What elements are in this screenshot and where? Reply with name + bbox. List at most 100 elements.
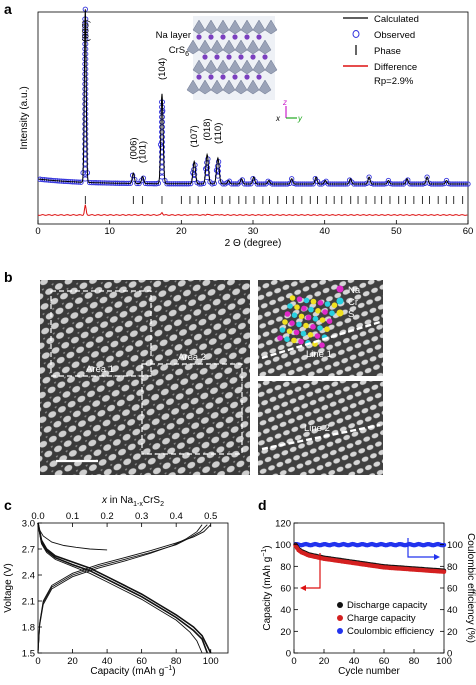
atom-marker bbox=[300, 330, 307, 337]
na-atom bbox=[196, 74, 202, 80]
atom-marker bbox=[314, 333, 321, 339]
cr-octahedron bbox=[258, 39, 272, 55]
observed-point bbox=[82, 41, 89, 47]
peak-label: (110) bbox=[213, 123, 224, 144]
atom-marker bbox=[296, 296, 303, 303]
y2-tick-label: 100 bbox=[447, 540, 463, 551]
observed-point bbox=[140, 175, 147, 181]
atom-marker bbox=[279, 327, 286, 333]
observed-point bbox=[289, 176, 295, 182]
atom-marker bbox=[298, 338, 304, 345]
y-tick-label: 40 bbox=[280, 605, 291, 616]
na-atom bbox=[208, 34, 214, 40]
top-x-tick-label: 0.3 bbox=[135, 511, 148, 522]
s-legend-dot bbox=[336, 309, 344, 317]
atom-marker bbox=[277, 335, 283, 341]
x-tick-label: 40 bbox=[349, 656, 360, 667]
z-axis-label: z bbox=[282, 98, 287, 107]
y-axis-label: y bbox=[297, 114, 303, 123]
x-tick-label: 60 bbox=[463, 226, 474, 237]
x-tick-label: 10 bbox=[104, 226, 115, 237]
panel-d-y-label: Capacity (mAh g−1) bbox=[261, 545, 273, 630]
voltage-curve bbox=[37, 522, 209, 654]
y2-tick-label: 0 bbox=[447, 649, 452, 660]
panel-c-ticks: 0 20 40 60 80 100 1.5 1.8 2.1 2.4 2.7 3.00.0 0.1 0.2 0… bbox=[22, 511, 219, 667]
ce-axis-arrow bbox=[407, 538, 434, 558]
x-tick-label: 30 bbox=[248, 226, 259, 237]
area-2-box bbox=[141, 363, 243, 455]
atom-marker bbox=[317, 325, 323, 331]
na-layer-label: Na layer bbox=[156, 30, 191, 41]
x-tick-label: 100 bbox=[203, 656, 219, 667]
observed-point bbox=[82, 76, 89, 82]
atom-marker bbox=[317, 300, 324, 306]
axis-pointer-arrows bbox=[300, 538, 440, 591]
top-x-tick-label: 0.2 bbox=[100, 511, 113, 522]
observed-point bbox=[82, 156, 89, 162]
observed-point bbox=[82, 151, 89, 157]
observed-point bbox=[158, 174, 166, 180]
observed-point bbox=[158, 104, 166, 110]
voltage-curve bbox=[37, 522, 212, 654]
legend-charge-dot bbox=[337, 615, 343, 621]
panel-label-d: d bbox=[258, 497, 267, 513]
panel-d-legend: Discharge capacity Charge capacity Coulo… bbox=[337, 600, 434, 637]
observed-point bbox=[158, 124, 166, 130]
difference-line bbox=[37, 204, 468, 216]
x-tick-label: 0 bbox=[35, 656, 40, 667]
peak-label: (104) bbox=[157, 58, 168, 80]
atom-marker bbox=[324, 301, 331, 307]
observed-point bbox=[158, 129, 166, 135]
y2-tick-label: 60 bbox=[447, 584, 458, 595]
na-legend-dot bbox=[336, 285, 344, 293]
atom-marker bbox=[303, 322, 309, 329]
observed-point bbox=[82, 166, 89, 172]
observed-point bbox=[82, 101, 89, 107]
atom-marker bbox=[312, 316, 319, 322]
observed-point bbox=[82, 111, 89, 117]
ce-arrowhead bbox=[434, 554, 440, 560]
line-2-marker bbox=[261, 423, 381, 451]
observed-point bbox=[239, 177, 245, 183]
atom-overlay bbox=[277, 295, 338, 349]
atom-marker bbox=[305, 314, 312, 321]
atom-marker bbox=[289, 295, 296, 301]
observed-point bbox=[82, 61, 89, 67]
panel-a-xrd-chart: 0 10 20 30 40 50 60 (003)(006)(101)(104)(107)(… bbox=[19, 6, 473, 249]
area-2-label: Area 2 bbox=[178, 352, 206, 363]
atom-marker bbox=[284, 336, 290, 343]
y-tick-label: 1.8 bbox=[22, 623, 35, 634]
na-atom bbox=[244, 34, 250, 40]
atom-marker bbox=[329, 310, 335, 317]
x-tick-label: 100 bbox=[436, 656, 452, 667]
y-tick-label: 20 bbox=[280, 627, 291, 638]
na-atom bbox=[250, 54, 256, 60]
atom-marker bbox=[326, 318, 333, 325]
voltage-curve bbox=[37, 527, 108, 551]
atom-marker bbox=[298, 313, 305, 320]
observed-point bbox=[82, 66, 89, 72]
legend-observed: Observed bbox=[374, 30, 415, 41]
voltage-curve bbox=[37, 524, 208, 654]
crystal-structure-inset: Na layer CrS6 z x y bbox=[156, 16, 303, 123]
x-tick-label: 40 bbox=[102, 656, 113, 667]
calculated-line bbox=[38, 9, 468, 185]
observed-point bbox=[424, 174, 430, 180]
charge-point bbox=[441, 569, 447, 574]
area-1-label: Area 1 bbox=[86, 364, 114, 375]
observed-point bbox=[82, 51, 89, 57]
panel-d-x-label: Cycle number bbox=[338, 666, 400, 677]
atom-marker bbox=[331, 302, 338, 309]
atom-marker bbox=[287, 303, 293, 309]
na-atom bbox=[232, 74, 238, 80]
panel-a-x-ticks: 0 10 20 30 40 50 60 bbox=[35, 220, 473, 237]
atom-marker bbox=[307, 332, 314, 338]
cr-octahedron bbox=[258, 79, 272, 95]
legend-discharge: Discharge capacity bbox=[347, 600, 428, 611]
na-atom bbox=[220, 34, 226, 40]
y-tick-label: 1.5 bbox=[22, 649, 35, 660]
charge-axis-arrow bbox=[306, 553, 321, 589]
observed-point bbox=[82, 146, 89, 152]
cycling-series bbox=[293, 541, 447, 574]
atom-marker bbox=[319, 342, 325, 349]
